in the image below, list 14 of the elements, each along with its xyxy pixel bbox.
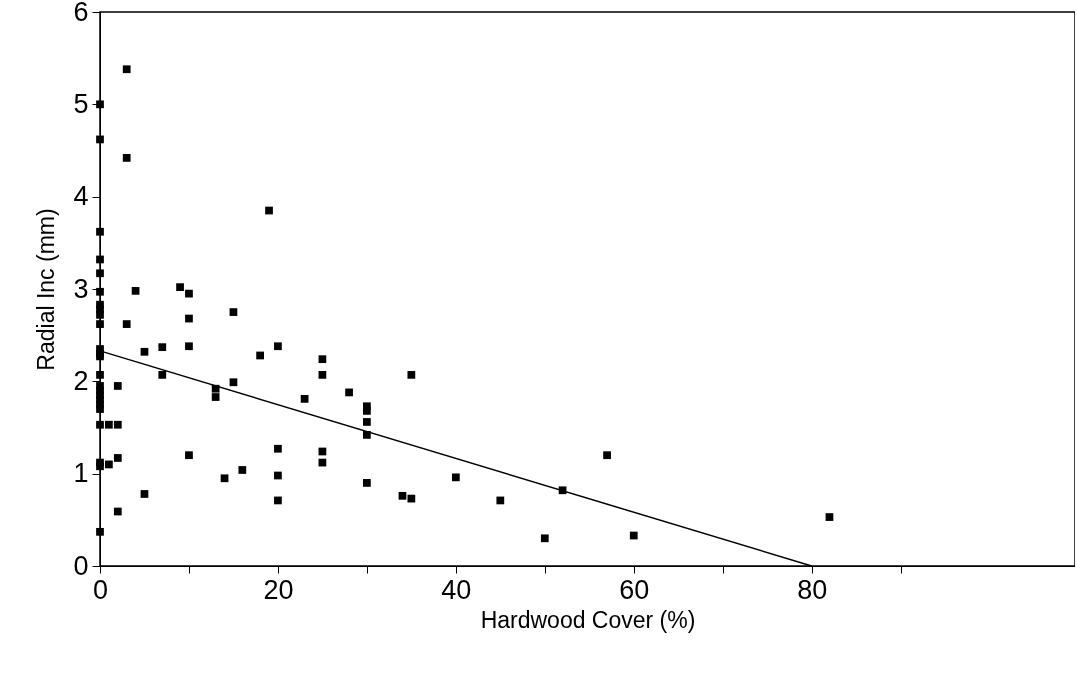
x-tick-label: 60 — [619, 574, 650, 605]
y-tick-label: 2 — [73, 365, 89, 396]
x-tick-label: 80 — [797, 574, 828, 605]
y-tick-label: 1 — [73, 458, 89, 489]
y-tick-label: 4 — [73, 181, 89, 212]
y-axis-title: Radial Inc (mm) — [33, 208, 60, 371]
y-tick-label: 3 — [73, 273, 89, 304]
y-tick-label: 5 — [73, 88, 89, 119]
x-axis-title: Hardwood Cover (%) — [480, 606, 696, 633]
x-tick-label: 0 — [92, 574, 109, 605]
y-tick-label: 6 — [73, 0, 89, 27]
x-tick-label: 20 — [263, 574, 294, 605]
y-tick-label: 0 — [73, 550, 89, 581]
x-tick-label: 40 — [441, 574, 472, 605]
